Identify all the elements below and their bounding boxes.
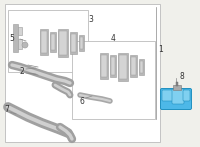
Circle shape <box>22 42 28 48</box>
Bar <box>18 27 22 35</box>
Bar <box>70 32 77 54</box>
Text: 7: 7 <box>5 105 9 113</box>
Bar <box>173 85 181 90</box>
Bar <box>41 31 47 53</box>
Bar <box>110 55 116 77</box>
Bar <box>80 37 83 49</box>
Bar <box>72 41 155 119</box>
Text: 5: 5 <box>10 34 14 42</box>
Bar <box>40 29 48 55</box>
FancyBboxPatch shape <box>183 90 190 101</box>
Bar <box>100 53 108 79</box>
Bar <box>119 55 127 79</box>
Bar <box>58 29 68 57</box>
Bar <box>51 34 55 50</box>
Bar <box>5 4 160 142</box>
Bar <box>71 34 76 52</box>
Bar <box>8 10 88 72</box>
Bar <box>50 32 56 52</box>
Text: 4: 4 <box>111 34 115 42</box>
Bar <box>139 59 144 75</box>
Bar <box>59 31 67 55</box>
Bar <box>130 55 137 77</box>
Text: 6: 6 <box>80 96 84 106</box>
Text: 3: 3 <box>89 15 93 24</box>
Bar <box>131 57 136 75</box>
Bar <box>13 24 18 52</box>
Bar <box>101 55 107 77</box>
Text: 1: 1 <box>159 45 163 54</box>
Bar <box>176 82 178 86</box>
Bar <box>18 39 22 49</box>
Bar <box>111 57 115 75</box>
FancyBboxPatch shape <box>162 90 173 101</box>
Text: 2: 2 <box>20 66 24 76</box>
Bar <box>79 35 84 51</box>
Bar <box>118 53 128 81</box>
FancyBboxPatch shape <box>172 89 184 104</box>
Text: 8: 8 <box>180 71 184 81</box>
FancyBboxPatch shape <box>160 88 192 110</box>
Bar <box>140 61 143 73</box>
